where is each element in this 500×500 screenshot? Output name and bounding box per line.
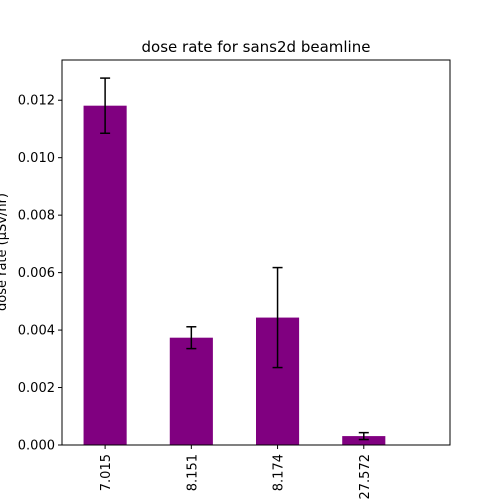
y-tick-label-0: 0.000 — [18, 439, 55, 454]
bars-group — [83, 105, 386, 446]
x-tick-label-1: 8.151 — [185, 454, 200, 491]
plot-frame — [61, 59, 451, 446]
errorbar-2 — [272, 266, 283, 369]
chart-title: dose rate for sans2d beamline — [142, 38, 371, 56]
y-tick-label-5: 0.010 — [18, 151, 55, 166]
errorbar-3 — [358, 431, 369, 441]
x-tick-label-3: 27.572 — [358, 454, 373, 500]
y-tick-label-3: 0.006 — [18, 266, 55, 281]
y-tick-label-6: 0.012 — [18, 94, 55, 109]
x-tick-label-2: 8.174 — [272, 454, 287, 491]
x-tick-label-0: 7.015 — [99, 454, 114, 491]
y-tick-label-2: 0.004 — [18, 324, 55, 339]
y-tick-label-4: 0.008 — [18, 209, 55, 224]
y-tick-label-1: 0.002 — [18, 381, 55, 396]
x-axis-ticks: 7.015 8.151 8.174 27.572 — [99, 445, 373, 500]
bar-0 — [83, 105, 127, 446]
y-axis-ticks: 0.000 0.002 0.004 0.006 0.008 0.010 0.012 — [18, 94, 62, 454]
errorbar-0 — [100, 77, 111, 135]
errorbars-group — [100, 77, 369, 441]
y-axis-label: dose rate (µSv/hr) — [0, 193, 10, 311]
bar-1 — [169, 337, 213, 445]
errorbar-1 — [186, 326, 197, 350]
bar-3 — [342, 436, 386, 445]
